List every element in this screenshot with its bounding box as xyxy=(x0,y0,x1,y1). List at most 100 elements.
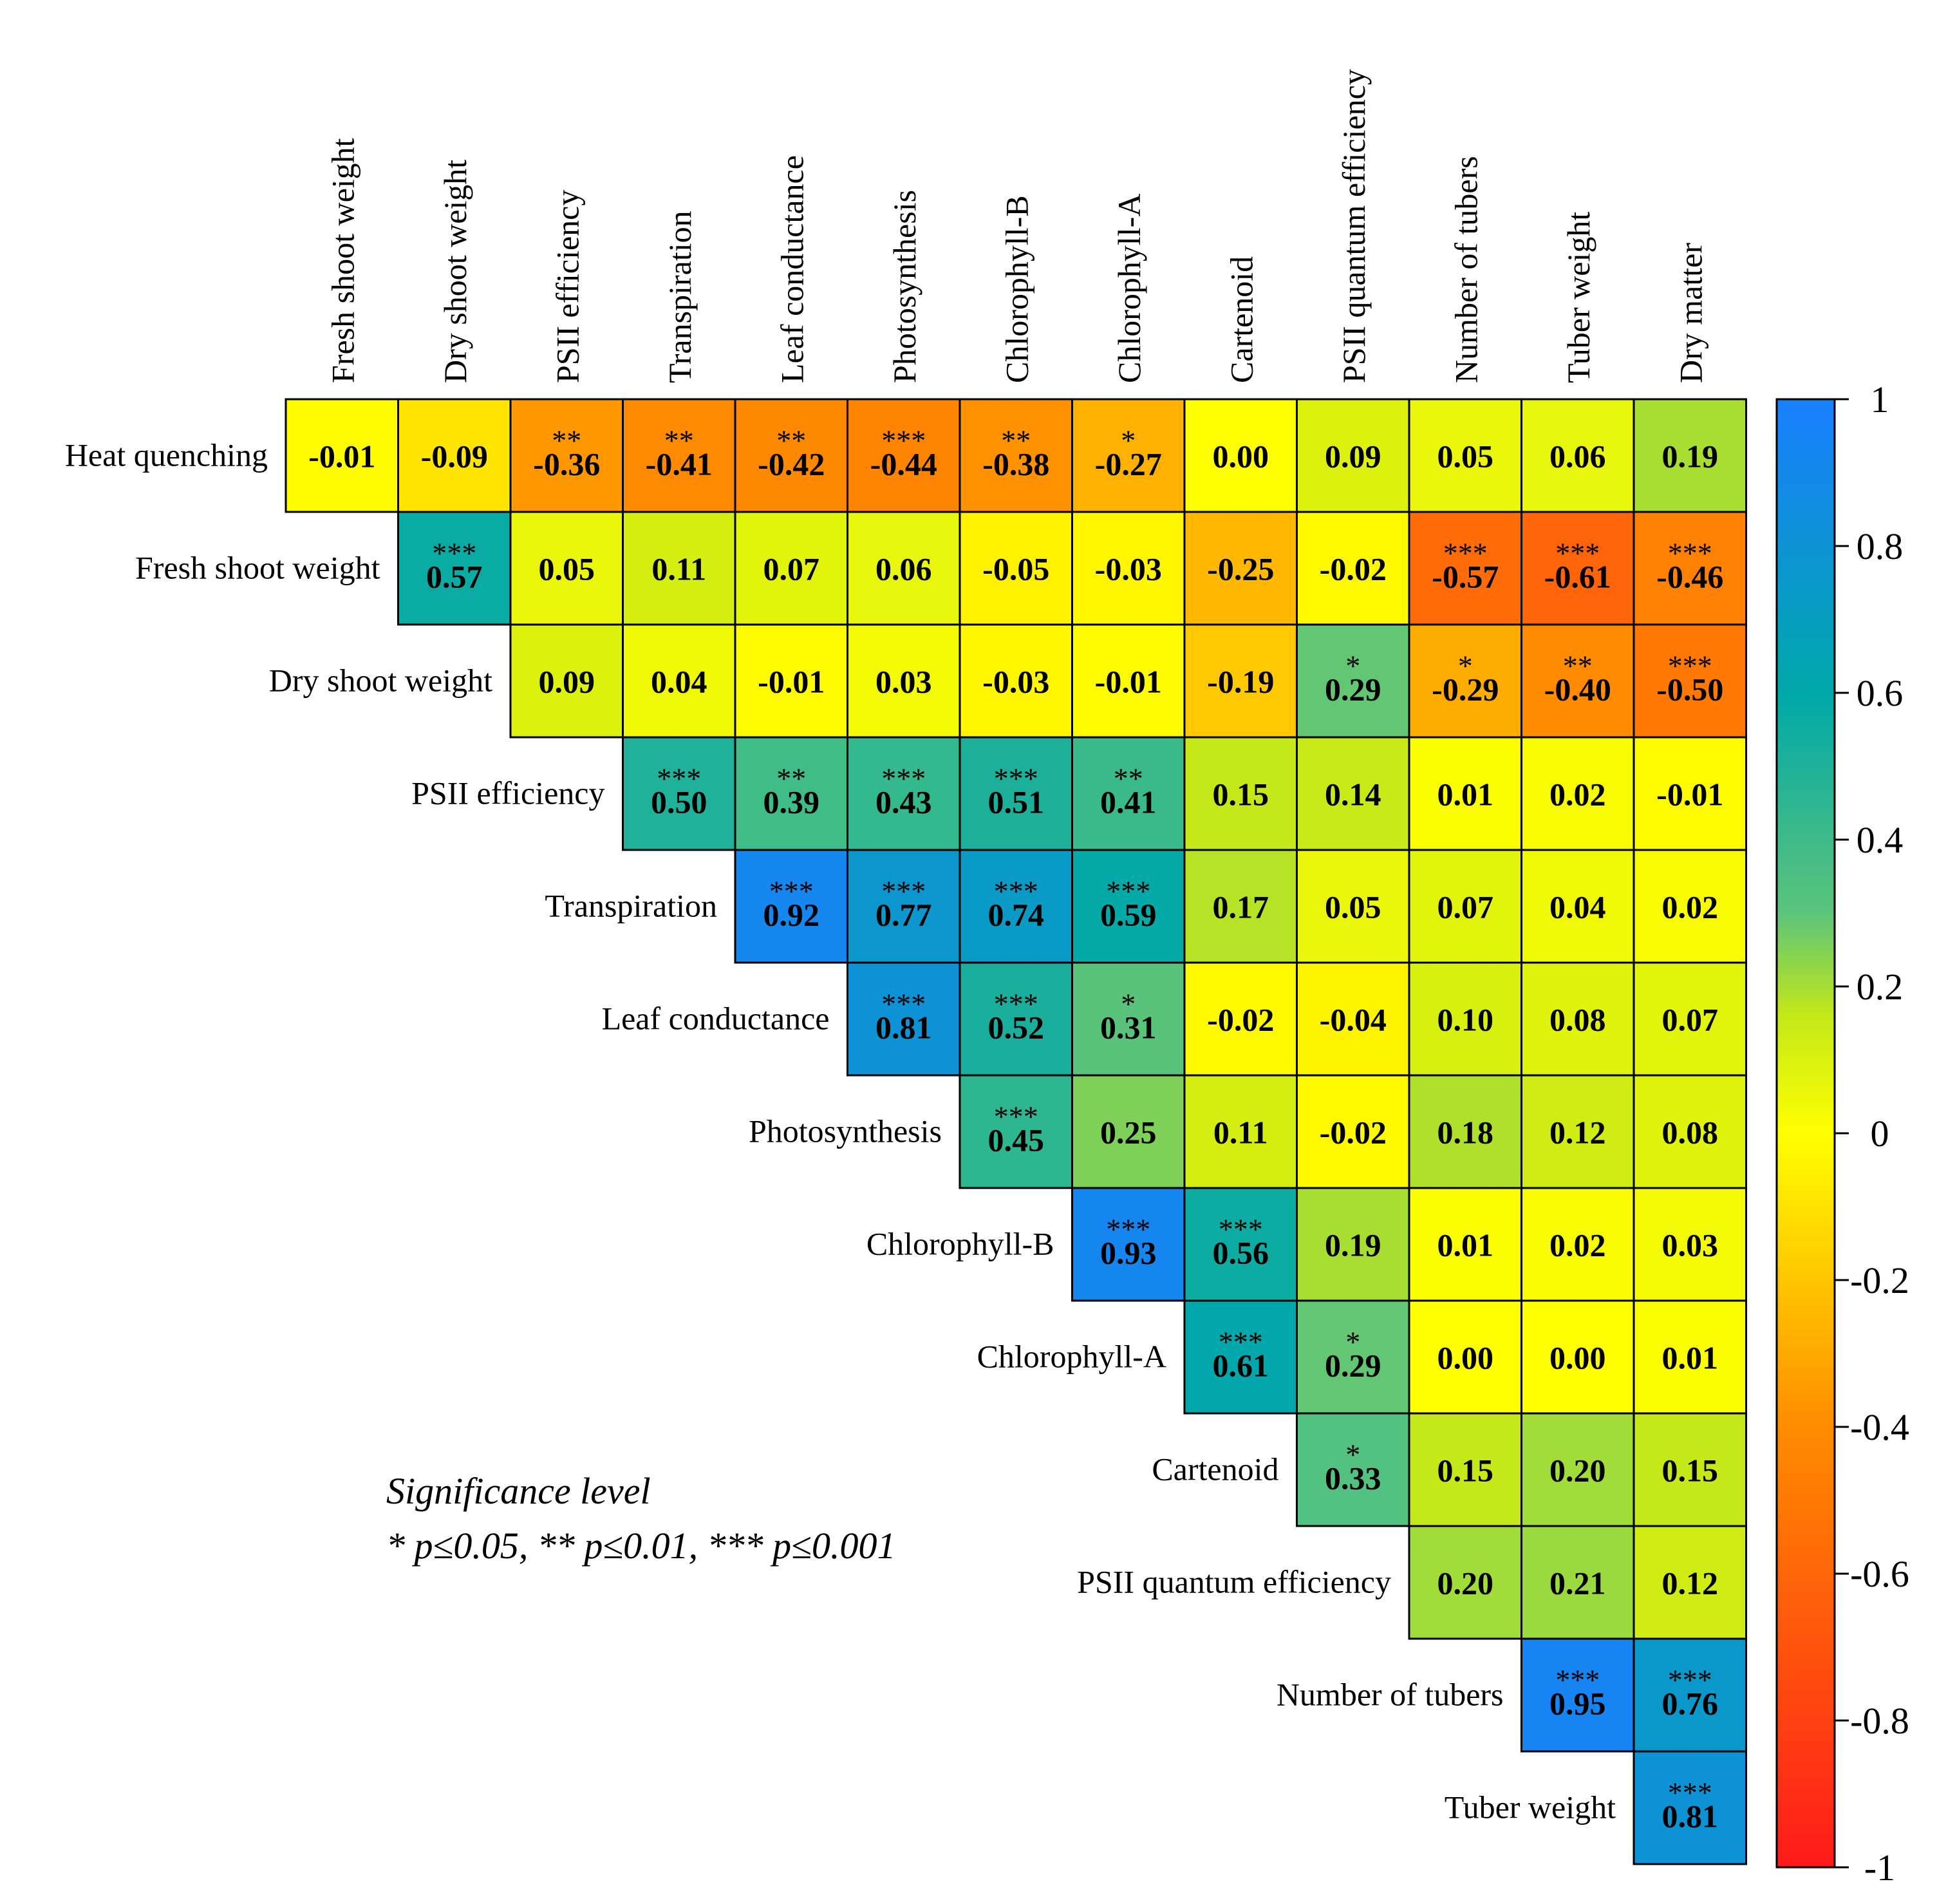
heatmap-cell xyxy=(1296,1412,1410,1527)
colorbar-tick-label: -0.6 xyxy=(1850,1553,1909,1595)
cell-value: 0.52 xyxy=(988,1010,1045,1046)
cell-value: 0.43 xyxy=(875,784,932,820)
row-label: PSII quantum efficiency xyxy=(1077,1564,1391,1600)
column-label: Chlorophyll-A xyxy=(1111,194,1147,383)
cell-significance: *** xyxy=(994,1100,1038,1133)
legend-title: Significance level xyxy=(386,1470,651,1512)
heatmap-cell xyxy=(1408,961,1522,1077)
cell-value: 0.03 xyxy=(1662,1227,1719,1263)
cell-value: 0.04 xyxy=(651,664,707,700)
heatmap-cell xyxy=(1521,398,1635,513)
cell-value: 0.06 xyxy=(1549,438,1606,475)
row-label: Transpiration xyxy=(545,888,717,924)
cell-significance: *** xyxy=(881,424,926,457)
heatmap-cell xyxy=(1071,736,1186,851)
heatmap-cell xyxy=(1071,623,1186,739)
column-label: Chlorophyll-B xyxy=(998,195,1034,383)
colorbar-tick-label: -0.4 xyxy=(1850,1406,1909,1448)
cell-value: 0.19 xyxy=(1325,1227,1381,1263)
cell-value: 0.20 xyxy=(1549,1453,1606,1489)
colorbar-tick-label: -0.2 xyxy=(1850,1259,1909,1301)
cell-value: 0.59 xyxy=(1100,897,1157,933)
heatmap-cell xyxy=(1633,1074,1747,1189)
cell-value: 0.81 xyxy=(1662,1798,1719,1834)
column-label: Cartenoid xyxy=(1223,256,1259,383)
cell-value: -0.01 xyxy=(1656,777,1723,813)
cell-value: -0.03 xyxy=(982,664,1049,700)
colorbar-tick-label: 1 xyxy=(1871,379,1889,420)
cell-value: 0.57 xyxy=(426,559,483,595)
column-label: Dry matter xyxy=(1672,243,1708,383)
cell-value: -0.36 xyxy=(533,446,600,482)
cell-significance: *** xyxy=(1668,650,1712,683)
row-label: Heat quenching xyxy=(65,437,268,473)
cell-value: 0.81 xyxy=(875,1010,932,1046)
heatmap-cell xyxy=(734,511,848,626)
heatmap-cell xyxy=(1633,511,1747,626)
heatmap-cell xyxy=(1296,961,1410,1077)
heatmap-cell xyxy=(1633,1750,1747,1865)
heatmap-cell xyxy=(1071,849,1186,964)
cell-value: 0.03 xyxy=(875,664,932,700)
heatmap-cell xyxy=(1071,511,1186,626)
heatmap-cell xyxy=(1633,1412,1747,1527)
heatmap-cell xyxy=(1633,398,1747,513)
colorbar: 1 0.8 0.6 0.4 0.2 0 -0.2 -0.4 -0.6 -0.8 -1 xyxy=(1775,379,1909,1889)
heatmap-cell xyxy=(1521,1074,1635,1189)
heatmap-cell xyxy=(1633,1525,1747,1640)
heatmap-cell xyxy=(1296,1074,1410,1189)
heatmap-cell xyxy=(509,398,624,513)
cell-value: 0.00 xyxy=(1437,1340,1494,1376)
cell-value: 0.04 xyxy=(1549,889,1606,925)
cell-value: -0.57 xyxy=(1432,559,1499,595)
cell-value: 0.17 xyxy=(1213,889,1269,925)
cell-value: 0.00 xyxy=(1549,1340,1606,1376)
heatmap-cell xyxy=(1633,849,1747,964)
cell-significance: *** xyxy=(1219,1326,1263,1359)
cell-value: 0.12 xyxy=(1662,1565,1719,1601)
cell-significance: ** xyxy=(664,424,694,457)
heatmap-cell xyxy=(1296,511,1410,626)
cell-value: 0.25 xyxy=(1100,1115,1157,1151)
heatmap-cell xyxy=(847,961,961,1077)
cell-value: -0.40 xyxy=(1544,672,1611,708)
cell-value: 0.15 xyxy=(1662,1453,1719,1489)
cell-value: -0.29 xyxy=(1432,672,1499,708)
heatmap-cell xyxy=(734,736,848,851)
colorbar-tick-label: 0.2 xyxy=(1857,966,1904,1008)
heatmap-cell xyxy=(847,398,961,513)
cell-value: 0.02 xyxy=(1549,777,1606,813)
heatmap-cell xyxy=(622,511,736,626)
cell-value: -0.19 xyxy=(1207,664,1274,700)
cell-significance: * xyxy=(1345,1326,1360,1359)
row-label: Leaf conductance xyxy=(602,1001,830,1037)
heatmap-cell xyxy=(397,511,512,626)
cell-significance: * xyxy=(1121,424,1136,457)
heatmap-cell xyxy=(1408,1187,1522,1302)
column-label: Leaf conductance xyxy=(774,155,810,383)
cell-significance: *** xyxy=(1555,1664,1600,1697)
heatmap-cell xyxy=(959,1074,1073,1189)
cell-significance: *** xyxy=(994,875,1038,908)
heatmap-cell xyxy=(1071,1187,1186,1302)
cell-value: 0.05 xyxy=(1437,438,1494,475)
cell-value: 0.74 xyxy=(988,897,1045,933)
heatmap-cell xyxy=(1633,961,1747,1077)
cell-value: -0.03 xyxy=(1095,551,1162,587)
heatmap-cell xyxy=(1521,849,1635,964)
heatmap-cell xyxy=(509,623,624,739)
row-label: Number of tubers xyxy=(1277,1677,1504,1713)
column-label: Number of tubers xyxy=(1448,156,1484,383)
cell-value: 0.08 xyxy=(1549,1002,1606,1038)
heatmap-cell xyxy=(1521,1299,1635,1415)
heatmap-cell xyxy=(1633,623,1747,739)
cell-value: 0.07 xyxy=(1662,1002,1719,1038)
column-labels: Fresh shoot weight Dry shoot weight PSII e… xyxy=(324,69,1708,383)
cell-value: 0.15 xyxy=(1437,1453,1494,1489)
cell-value: 0.08 xyxy=(1662,1115,1719,1151)
heatmap-cell xyxy=(1183,961,1298,1077)
cell-value: 0.19 xyxy=(1662,438,1719,475)
cell-value: 0.39 xyxy=(763,784,820,820)
cell-value: 0.01 xyxy=(1437,777,1494,813)
heatmap-cells: -0.01 -0.09 -0.36**-0.41**-0.42**-0.44***-… xyxy=(285,398,1747,1865)
